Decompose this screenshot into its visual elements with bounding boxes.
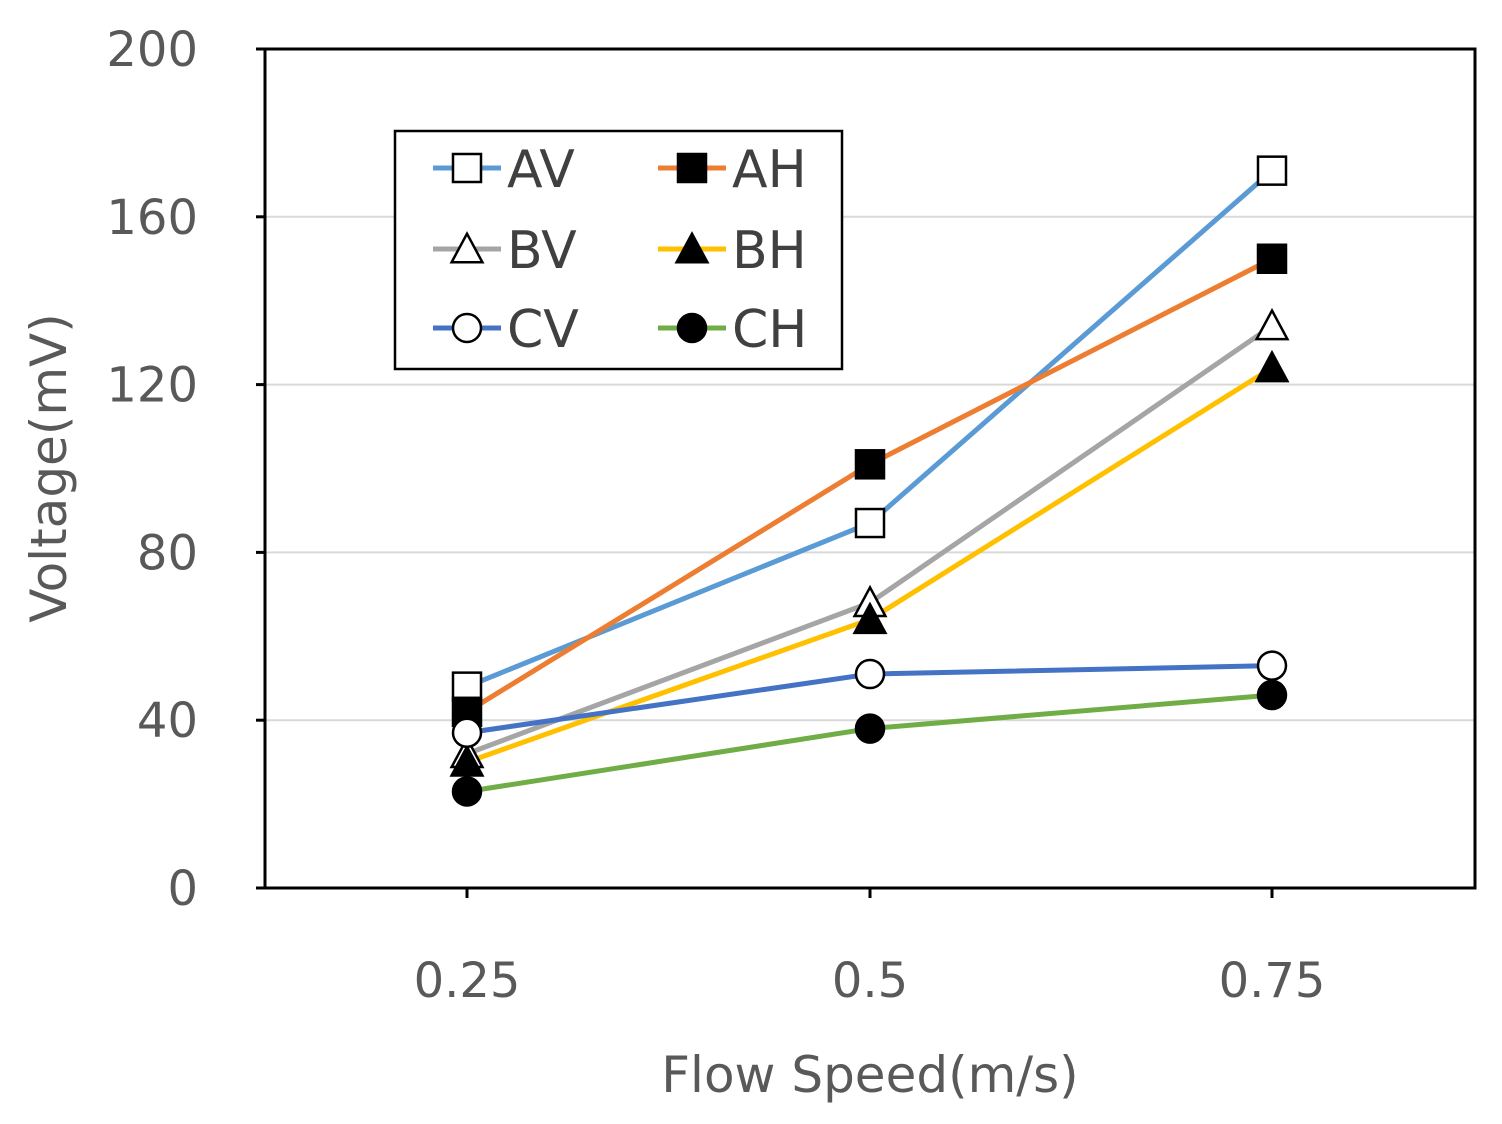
y-tick-label-160: 160 xyxy=(106,190,198,246)
x-tick-labels: 0.25 0.5 0.75 xyxy=(414,953,1326,1009)
y-tick-marks xyxy=(256,47,265,890)
legend-marker-cv xyxy=(451,312,483,344)
y-tick-labels: 0 40 80 120 160 200 xyxy=(106,22,198,917)
legend-marker-bv xyxy=(449,231,485,264)
legend-item-bv: BV xyxy=(433,221,577,281)
point-ch-0.75 xyxy=(1256,679,1288,711)
point-bh-0.75 xyxy=(1254,349,1290,383)
legend-item-ah: AH xyxy=(658,140,807,200)
legend-marker-bh xyxy=(674,231,710,264)
legend-item-bh: BH xyxy=(658,221,807,281)
legend-label-cv: CV xyxy=(507,300,579,360)
point-av-0.75 xyxy=(1256,155,1288,186)
point-ch-0.25 xyxy=(451,776,483,807)
legend-marker-av xyxy=(451,152,483,184)
legend-marker-ch xyxy=(676,312,708,344)
point-bv-0.75 xyxy=(1254,307,1290,341)
legend-label-bv: BV xyxy=(507,221,577,281)
legend-label-ch: CH xyxy=(732,300,807,360)
x-tick-marks xyxy=(465,888,1274,898)
legend-label-bh: BH xyxy=(732,221,807,281)
series-markers xyxy=(449,155,1290,807)
y-tick-label-80: 80 xyxy=(137,525,198,581)
point-av-0.5 xyxy=(854,507,886,539)
x-tick-label-0.5: 0.5 xyxy=(832,953,908,1009)
point-ah-0.5 xyxy=(854,449,886,480)
y-tick-label-120: 120 xyxy=(106,358,198,414)
legend-label-av: AV xyxy=(507,140,575,200)
y-tick-label-0: 0 xyxy=(167,861,198,917)
legend-item-cv: CV xyxy=(433,300,579,360)
point-cv-0.5 xyxy=(854,658,886,690)
x-axis-title: Flow Speed(m/s) xyxy=(661,1046,1078,1104)
point-ch-0.5 xyxy=(854,713,886,744)
x-tick-label-0.75: 0.75 xyxy=(1219,953,1326,1009)
point-ah-0.75 xyxy=(1256,243,1288,274)
y-tick-label-40: 40 xyxy=(137,693,198,749)
series-line-bv xyxy=(464,323,1275,757)
y-tick-label-200: 200 xyxy=(106,22,198,78)
legend-marker-ah xyxy=(676,152,708,184)
legend-item-ch: CH xyxy=(658,300,807,360)
point-bh-0.25 xyxy=(449,744,485,777)
y-axis-title: Voltage(mV) xyxy=(20,313,78,622)
legend-item-av: AV xyxy=(433,140,575,200)
point-bh-0.5 xyxy=(852,601,888,635)
point-cv-0.25 xyxy=(451,717,483,749)
legend-label-ah: AH xyxy=(732,140,807,200)
legend: AV AH BV BH CV CH xyxy=(393,129,844,371)
point-cv-0.75 xyxy=(1256,650,1288,681)
x-tick-label-0.25: 0.25 xyxy=(414,953,521,1009)
point-av-0.25 xyxy=(451,671,483,702)
